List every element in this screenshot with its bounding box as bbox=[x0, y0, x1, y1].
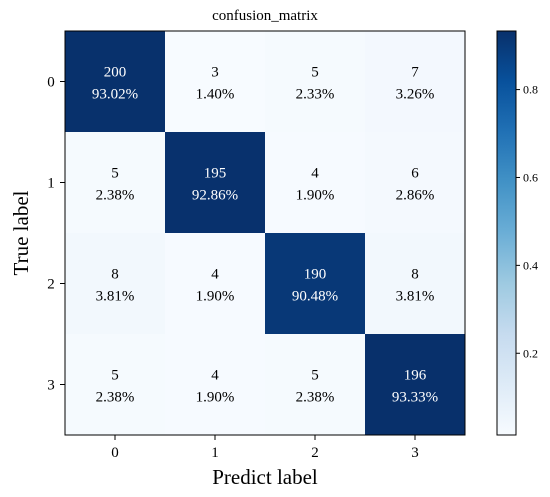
heatmap-cell bbox=[365, 132, 466, 234]
heatmap-cell bbox=[365, 31, 466, 133]
cell-count-label: 5 bbox=[311, 368, 319, 384]
cell-percent-label: 2.33% bbox=[296, 87, 335, 103]
y-tick-label: 0 bbox=[47, 75, 55, 91]
cell-percent-label: 3.81% bbox=[96, 289, 135, 305]
heatmap-cells: 200 93.02% 3 1.40% 5 2.33% 7 3.26% 5 2.38% 195 92.8… bbox=[65, 31, 466, 436]
colorbar-tick-label: 0.6 bbox=[523, 170, 538, 184]
x-tick-label: 1 bbox=[211, 445, 219, 461]
cell-percent-label: 3.81% bbox=[396, 289, 435, 305]
y-tick-label: 1 bbox=[47, 176, 55, 192]
chart-title: confusion_matrix bbox=[212, 8, 318, 24]
cell-percent-label: 3.26% bbox=[396, 87, 435, 103]
cell-percent-label: 1.90% bbox=[196, 390, 235, 406]
heatmap-cell bbox=[165, 334, 266, 436]
colorbar-tick-label: 0.2 bbox=[523, 346, 538, 360]
x-tick-label: 3 bbox=[411, 445, 419, 461]
cell-percent-label: 2.86% bbox=[396, 188, 435, 204]
colorbar bbox=[496, 30, 517, 436]
heatmap-cell bbox=[65, 334, 166, 436]
heatmap-cell bbox=[365, 233, 466, 335]
heatmap-cell bbox=[265, 31, 366, 133]
cell-count-label: 5 bbox=[311, 65, 319, 81]
cell-percent-label: 1.90% bbox=[196, 289, 235, 305]
cell-percent-label: 1.90% bbox=[296, 188, 335, 204]
cell-count-label: 3 bbox=[211, 65, 219, 81]
heatmap-cell bbox=[65, 132, 166, 234]
cell-count-label: 8 bbox=[411, 267, 419, 283]
cell-count-label: 4 bbox=[311, 166, 319, 182]
plot-frame bbox=[64, 30, 466, 436]
cell-count-label: 6 bbox=[411, 166, 419, 182]
cell-percent-label: 90.48% bbox=[292, 289, 338, 305]
heatmap-cell bbox=[265, 233, 366, 335]
y-axis-ticks: 0 1 2 3 bbox=[47, 75, 65, 394]
x-axis-label: Predict label bbox=[212, 465, 318, 489]
heatmap-cell bbox=[165, 31, 266, 133]
cell-count-label: 7 bbox=[411, 65, 419, 81]
cell-percent-label: 93.33% bbox=[392, 390, 438, 406]
y-axis-label: True label bbox=[9, 190, 33, 275]
cell-count-label: 5 bbox=[111, 368, 119, 384]
cell-count-label: 195 bbox=[204, 166, 227, 182]
colorbar-tick-label: 0.8 bbox=[523, 83, 538, 97]
cell-percent-label: 2.38% bbox=[96, 390, 135, 406]
y-tick-label: 2 bbox=[47, 277, 55, 293]
heatmap-cell bbox=[265, 132, 366, 234]
cell-percent-label: 92.86% bbox=[192, 188, 238, 204]
cell-count-label: 4 bbox=[211, 267, 219, 283]
cell-count-label: 200 bbox=[104, 65, 127, 81]
cell-count-label: 4 bbox=[211, 368, 219, 384]
cell-percent-label: 2.38% bbox=[296, 390, 335, 406]
cell-percent-label: 93.02% bbox=[92, 87, 138, 103]
cell-percent-label: 1.40% bbox=[196, 87, 235, 103]
heatmap-cell bbox=[265, 334, 366, 436]
heatmap-cell bbox=[165, 233, 266, 335]
colorbar-tick-label: 0.4 bbox=[523, 258, 538, 272]
cell-count-label: 190 bbox=[304, 267, 327, 283]
cell-percent-label: 2.38% bbox=[96, 188, 135, 204]
x-tick-label: 0 bbox=[111, 445, 119, 461]
cell-count-label: 196 bbox=[404, 368, 427, 384]
cell-count-label: 8 bbox=[111, 267, 119, 283]
heatmap-cell bbox=[65, 233, 166, 335]
cell-count-label: 5 bbox=[111, 166, 119, 182]
x-tick-label: 2 bbox=[311, 445, 319, 461]
colorbar-ticks: 0.2 0.4 0.6 0.8 bbox=[516, 83, 538, 360]
x-axis-ticks: 0 1 2 3 bbox=[111, 435, 419, 461]
y-tick-label: 3 bbox=[47, 378, 55, 394]
heatmap-cell bbox=[365, 334, 466, 436]
heatmap-cell bbox=[65, 31, 166, 133]
heatmap-cell bbox=[165, 132, 266, 234]
